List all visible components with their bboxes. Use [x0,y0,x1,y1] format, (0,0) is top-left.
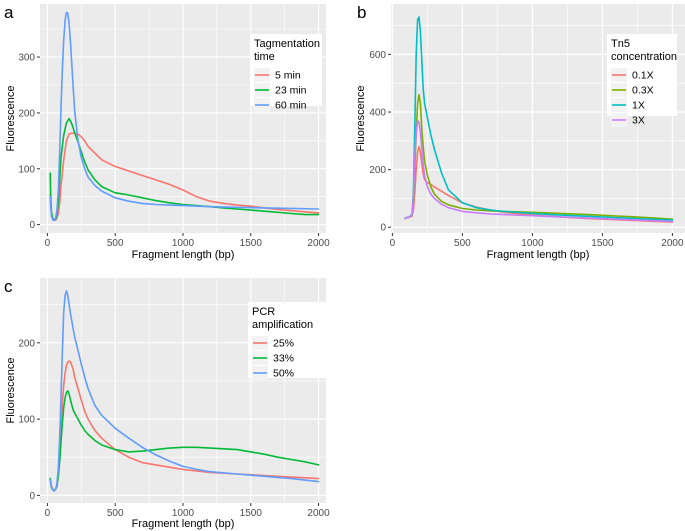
panel-a: a 0 500 1000 1500 2000 0 100 200 300 Fragment leng… [4,3,330,261]
panel-label: c [4,277,13,296]
legend-title: Tn5 [611,38,630,50]
x-tick-label: 0 [390,238,396,249]
legend-title: PCR [252,306,275,318]
y-axis-title: Fluorescence [5,85,17,151]
y-tick-label: 200 [369,165,386,176]
x-tick-label: 1500 [591,238,614,249]
series-line-60-min [49,11,320,221]
panel-b: b 0 500 1000 1500 2000 0 200 400 600 Fragment leng… [355,3,685,261]
y-tick-label: 0 [29,491,35,502]
y-axis-title: Fluorescence [5,357,17,423]
x-tick-label: 2000 [307,238,330,249]
x-axis-title: Fragment length (bp) [132,518,235,530]
x-tick-label: 1000 [521,238,544,249]
x-tick-label: 1000 [172,238,195,249]
legend-entry-label: 50% [273,368,294,380]
y-tick-label: 300 [18,53,35,64]
y-tick-label: 600 [369,50,386,61]
y-tick-label: 200 [18,108,35,119]
legend-title: Tagmentation [254,38,320,50]
x-axis-title: Fragment length (bp) [487,249,590,261]
x-tick-label: 2000 [307,508,330,519]
x-tick-label: 1500 [240,238,263,249]
y-tick-label: 100 [18,415,35,426]
legend-title: time [254,51,275,63]
x-tick-label: 2000 [661,238,684,249]
legend-entry-label: 5 min [275,70,301,82]
panel-label: b [357,3,366,22]
series-line-50- [49,290,320,492]
y-tick-label: 200 [18,338,35,349]
legend-entry-label: 1X [632,100,645,112]
panel-label: a [4,3,14,22]
legend-entry-label: 60 min [275,100,307,112]
legend-entry-label: 25% [273,338,294,350]
y-tick-label: 0 [380,223,386,234]
y-tick-label: 0 [29,220,35,231]
legend-entry-label: 0.1X [632,70,654,82]
series-line-33- [49,390,320,492]
x-tick-label: 0 [45,238,51,249]
x-tick-label: 1000 [172,508,195,519]
x-tick-label: 500 [454,238,471,249]
legend-entry-label: 23 min [275,85,307,97]
y-tick-label: 400 [369,108,386,119]
panel-c: c 0 500 1000 1500 2000 0 100 200 Fragment length … [4,277,330,530]
x-tick-label: 1500 [240,508,263,519]
legend-title: concentration [611,51,677,63]
legend-entry-label: 33% [273,353,294,365]
x-tick-label: 500 [107,238,124,249]
legend-entry-label: 3X [632,115,645,127]
y-tick-label: 100 [18,164,35,175]
series-line-3x [404,119,674,223]
x-tick-label: 0 [45,508,51,519]
x-tick-label: 500 [107,508,124,519]
legend-title: amplification [252,319,313,331]
legend-entry-label: 0.3X [632,85,654,97]
y-axis-title: Fluorescence [355,85,367,151]
x-axis-title: Fragment length (bp) [132,249,235,261]
series-line-5-min [49,132,320,221]
